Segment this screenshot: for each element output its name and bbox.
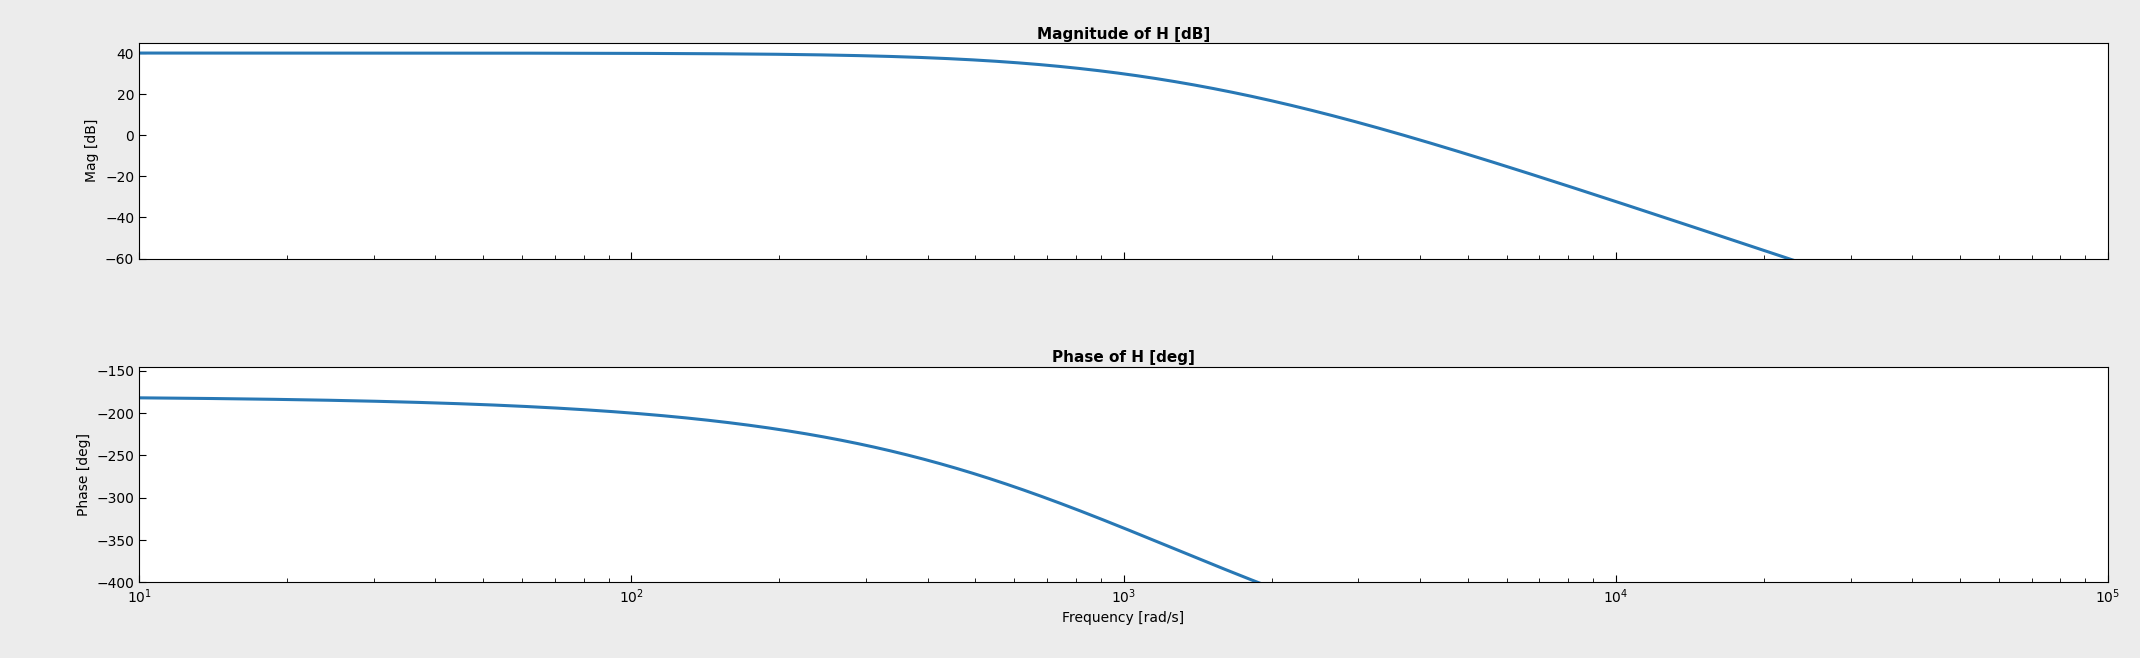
Y-axis label: Phase [deg]: Phase [deg] [77, 433, 90, 516]
Title: Magnitude of H [dB]: Magnitude of H [dB] [1038, 26, 1209, 41]
X-axis label: Frequency [rad/s]: Frequency [rad/s] [1061, 611, 1186, 625]
Y-axis label: Mag [dB]: Mag [dB] [86, 119, 98, 182]
Title: Phase of H [deg]: Phase of H [deg] [1053, 350, 1194, 365]
